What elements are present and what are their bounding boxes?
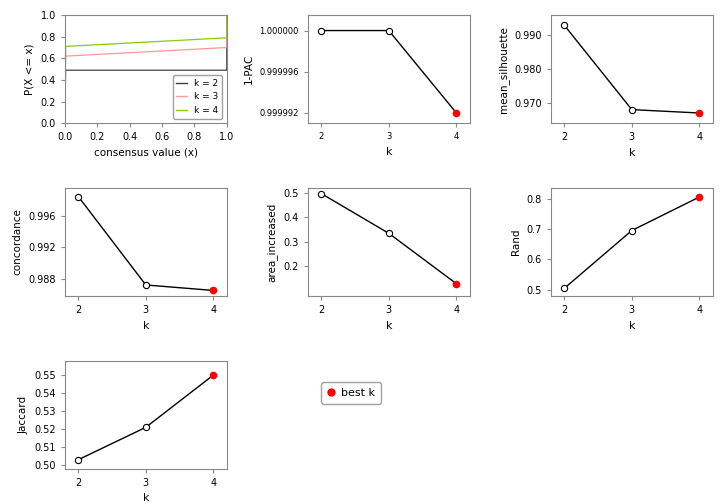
Y-axis label: area_increased: area_increased: [267, 202, 278, 282]
Y-axis label: 1-PAC: 1-PAC: [243, 54, 253, 84]
X-axis label: k: k: [385, 147, 392, 157]
X-axis label: k: k: [143, 493, 149, 503]
X-axis label: k: k: [629, 321, 635, 331]
X-axis label: k: k: [385, 321, 392, 331]
Y-axis label: Rand: Rand: [511, 229, 521, 255]
X-axis label: k: k: [629, 148, 635, 158]
Y-axis label: mean_silhouette: mean_silhouette: [498, 26, 508, 112]
Y-axis label: Jaccard: Jaccard: [19, 396, 29, 434]
Legend: best k: best k: [321, 383, 381, 404]
X-axis label: consensus value (x): consensus value (x): [94, 148, 198, 158]
X-axis label: k: k: [143, 321, 149, 331]
Y-axis label: P(X <= x): P(X <= x): [25, 43, 35, 95]
Legend: k = 2, k = 3, k = 4: k = 2, k = 3, k = 4: [173, 76, 222, 118]
Y-axis label: concordance: concordance: [12, 209, 22, 275]
